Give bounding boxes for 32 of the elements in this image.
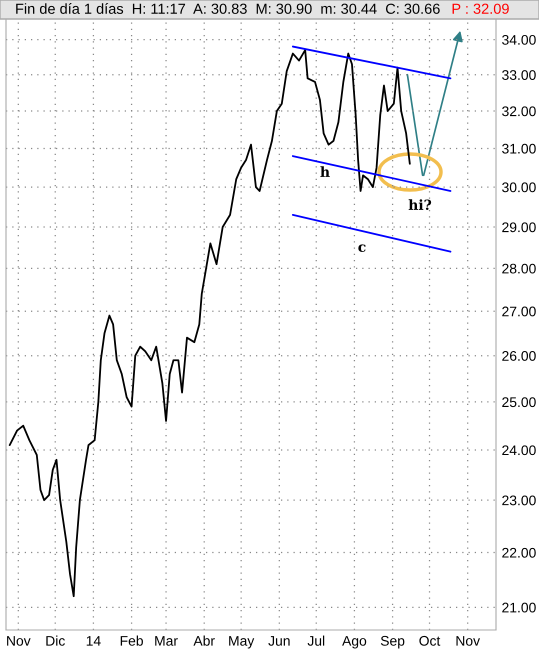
y-tick-label: 27.00	[502, 306, 536, 316]
chart-title: Fin de día 1 días H: 11:17 A: 30.83 M: 30.90 m: 30.44 C: 30.66	[16, 3, 440, 14]
x-tick-label: Jun	[268, 636, 290, 646]
y-tick-label: 30.00	[502, 182, 536, 192]
y-tick-label: 34.00	[502, 34, 536, 45]
y-tick-label: 31.00	[502, 144, 536, 154]
y-tick-label: 29.00	[502, 222, 536, 232]
x-tick-label: 14	[86, 636, 101, 646]
x-tick-label: Jul	[308, 636, 324, 646]
annotation: c	[358, 244, 366, 252]
y-tick-label: 32.00	[502, 106, 536, 116]
x-tick-label: May	[229, 636, 254, 649]
x-tick-label: Nov	[456, 636, 480, 646]
annotation: h	[320, 166, 330, 177]
x-tick-label: Nov	[7, 636, 31, 646]
y-tick-label: 22.00	[502, 548, 536, 558]
y-tick-label: 23.00	[502, 495, 536, 506]
x-tick-label: Oct	[419, 636, 440, 646]
annotation: hi?	[408, 199, 432, 210]
x-tick-label: Feb	[120, 636, 143, 646]
x-tick-label: Sep	[380, 636, 404, 649]
x-tick-label: Dic	[46, 636, 65, 646]
chart-subtitle: P : 32.09	[452, 4, 509, 14]
y-tick-label: 24.00	[502, 445, 536, 456]
x-tick-label: Ago	[342, 636, 366, 649]
x-tick-label: Mar	[155, 636, 178, 646]
y-tick-label: 26.00	[502, 351, 536, 361]
y-tick-label: 21.00	[502, 602, 536, 613]
y-tick-label: 33.00	[502, 70, 536, 80]
y-tick-label: 28.00	[502, 264, 536, 274]
x-tick-label: Abr	[193, 636, 215, 646]
y-tick-label: 25.00	[502, 397, 536, 408]
